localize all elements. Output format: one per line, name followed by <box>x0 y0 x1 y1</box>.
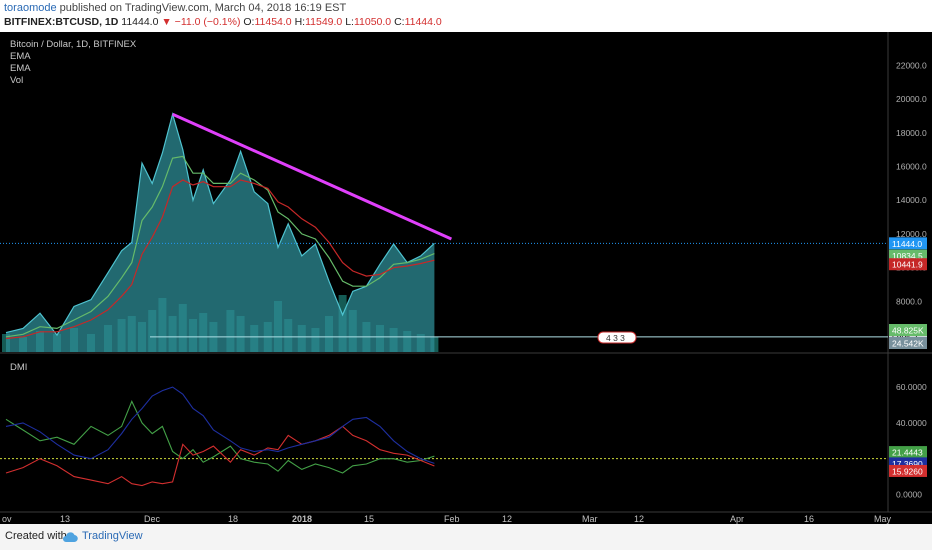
vol-legend: Vol <box>10 75 23 86</box>
volume-value-label: 24.542K <box>892 339 924 349</box>
ema-legend-2: EMA <box>10 63 31 74</box>
price-change: ▼ −11.0 (−0.1%) <box>161 16 241 28</box>
price-tick-label: 22000.0 <box>896 60 927 70</box>
price-area <box>6 114 435 352</box>
price-value-badge <box>889 258 927 271</box>
dmi-series-line <box>5 400 435 474</box>
price-tick-label: 20000.0 <box>896 94 927 104</box>
dmi-value-badge <box>889 446 927 459</box>
ohlc-close-value: 11444.0 <box>404 16 442 28</box>
x-tick-label: Mar <box>582 514 598 524</box>
trendline <box>171 112 453 241</box>
chart-area[interactable]: 8000.010000.012000.014000.016000.018000.… <box>0 32 932 524</box>
ohlc-low-value: 11050.0 <box>353 16 392 28</box>
price-value-badge <box>889 249 927 262</box>
price-tick-label: 18000.0 <box>896 128 927 138</box>
x-tick-label: ov <box>2 514 12 524</box>
publish-line: toraomode published on TradingView.com, … <box>4 2 346 14</box>
x-tick-label: 2018 <box>292 514 312 524</box>
dmi-tick-label: 0.0000 <box>896 489 922 499</box>
price-tick-label: 14000.0 <box>896 195 927 205</box>
tradingview-link[interactable]: TradingView <box>82 530 143 542</box>
dmi-tick-label: 60.0000 <box>896 382 927 392</box>
dmi-value-label: 21.4443 <box>892 448 923 458</box>
ohlc-low-label: L: <box>345 16 354 28</box>
dmi-value-label: 15.9260 <box>892 466 923 476</box>
created-with-label: Created with <box>5 530 67 542</box>
dmi-legend: DMI <box>10 362 27 373</box>
x-tick-label: May <box>874 514 892 524</box>
last-price: 11444.0 <box>121 16 159 28</box>
price-value-label: 10834.5 <box>892 251 923 261</box>
chart-title: Bitcoin / Dollar, 1D, BITFINEX <box>10 39 137 50</box>
ohlc-high-label: H: <box>294 16 306 28</box>
price-layer <box>0 111 888 352</box>
ohlc-close-label: C: <box>394 16 405 28</box>
ohlc-high-value: 11549.0 <box>305 16 343 28</box>
x-tick-label: 12 <box>634 514 644 524</box>
ema-slow-line <box>5 179 435 340</box>
symbol-line: BITFINEX:BTCUSD, 1D 11444.0 ▼ −11.0 (−0.… <box>4 16 442 28</box>
price-line <box>5 111 435 337</box>
dmi-layer <box>0 386 888 487</box>
cloud-icon <box>63 532 78 543</box>
volume-value-badge <box>889 337 927 349</box>
chart-svg[interactable]: 8000.010000.012000.014000.016000.018000.… <box>0 32 932 524</box>
volume-value-label: 48.825K <box>892 326 924 336</box>
ohlc-open-label: O: <box>243 16 255 28</box>
publish-info: published on TradingView.com, March 04, … <box>59 2 347 14</box>
x-tick-label: 16 <box>804 514 814 524</box>
price-value-label: 10441.9 <box>892 260 923 270</box>
author-link[interactable]: toraomode <box>4 2 57 14</box>
price-value-label: 11444.0 <box>892 239 922 249</box>
ema-legend-1: EMA <box>10 51 31 62</box>
dmi-value-badge <box>889 464 927 477</box>
x-tick-label: Feb <box>444 514 460 524</box>
price-tick-label: 16000.0 <box>896 161 927 171</box>
x-tick-label: Apr <box>730 514 744 524</box>
footer-bar: Created with TradingView <box>0 524 932 550</box>
chart-header: toraomode published on TradingView.com, … <box>0 0 932 32</box>
price-value-badge <box>889 237 927 250</box>
label-layer: 11444.010834.510441.95896.748.825K24.542… <box>597 237 927 477</box>
x-tick-label: 15 <box>364 514 374 524</box>
marker-label: 4 3 3 <box>606 333 625 343</box>
dmi-tick-label: 40.0000 <box>896 418 927 428</box>
ema-fast-line <box>5 155 435 338</box>
ohlc-open-value: 11454.0 <box>254 16 292 28</box>
marker-badge <box>597 331 637 344</box>
dmi-series-line <box>5 425 435 487</box>
dmi-series-line <box>5 386 435 464</box>
x-tick-label: 13 <box>60 514 70 524</box>
price-tick-label: 12000.0 <box>896 229 927 239</box>
x-tick-label: 12 <box>502 514 512 524</box>
x-tick-label: Dec <box>144 514 161 524</box>
dmi-value-label: 17.3690 <box>892 459 923 469</box>
x-tick-label: 18 <box>228 514 238 524</box>
price-tick-label: 8000.0 <box>896 296 922 306</box>
symbol-label: BITFINEX:BTCUSD, 1D <box>4 16 119 28</box>
volume-value-badge <box>889 324 927 336</box>
